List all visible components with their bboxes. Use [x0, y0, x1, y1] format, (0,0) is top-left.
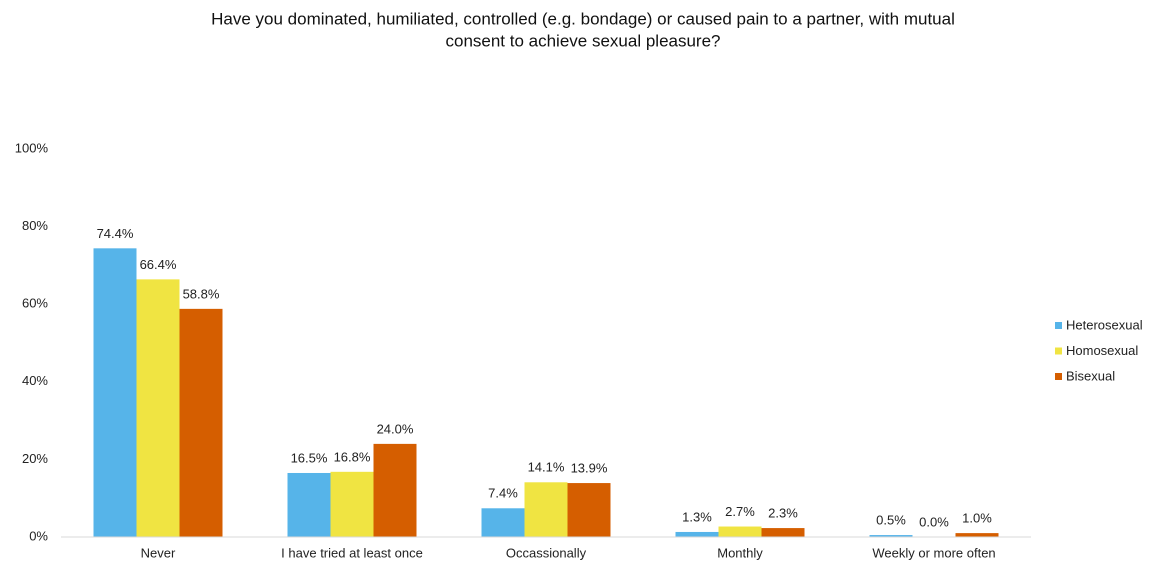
bar: [718, 526, 762, 537]
x-tick-label: Never: [141, 545, 176, 560]
x-tick-label: Occassionally: [506, 545, 587, 560]
data-label: 14.1%: [528, 460, 565, 475]
bar: [330, 471, 374, 537]
x-tick-label: I have tried at least once: [281, 545, 423, 560]
data-label: 0.0%: [919, 514, 949, 529]
data-label: 2.7%: [725, 504, 755, 519]
x-tick-label: Monthly: [717, 545, 763, 560]
data-label: 66.4%: [140, 257, 177, 272]
bar: [955, 533, 999, 537]
y-tick-label: 0%: [29, 528, 48, 543]
y-tick-label: 60%: [22, 296, 48, 311]
data-label: 24.0%: [377, 421, 414, 436]
bar: [524, 482, 568, 537]
y-tick-label: 100%: [15, 140, 49, 155]
data-label: 7.4%: [488, 486, 518, 501]
bar: [567, 483, 611, 537]
legend-swatch: [1055, 373, 1062, 380]
chart-title: consent to achieve sexual pleasure?: [445, 31, 720, 50]
data-label: 1.3%: [682, 509, 712, 524]
data-label: 0.5%: [876, 512, 906, 527]
bar: [869, 535, 913, 537]
legend-label: Bisexual: [1066, 368, 1115, 383]
data-label: 16.8%: [334, 449, 371, 464]
data-label: 58.8%: [183, 286, 220, 301]
chart-title: Have you dominated, humiliated, controll…: [211, 9, 955, 28]
bar: [136, 279, 180, 537]
data-label: 1.0%: [962, 511, 992, 526]
legend-label: Homosexual: [1066, 343, 1138, 358]
legend-swatch: [1055, 347, 1062, 355]
bar: [481, 508, 525, 537]
y-tick-label: 80%: [22, 218, 48, 233]
bar: [675, 531, 719, 537]
bar: [287, 472, 331, 537]
y-tick-label: 40%: [22, 373, 48, 388]
legend-label: Heterosexual: [1066, 317, 1143, 332]
bar: [93, 248, 137, 537]
data-label: 2.3%: [768, 506, 798, 521]
data-label: 16.5%: [291, 450, 328, 465]
bar: [373, 443, 417, 537]
bar: [761, 528, 805, 537]
y-tick-label: 20%: [22, 451, 48, 466]
legend-swatch: [1055, 322, 1062, 329]
data-label: 74.4%: [97, 226, 134, 241]
data-label: 13.9%: [571, 461, 608, 476]
bar: [179, 308, 223, 537]
x-tick-label: Weekly or more often: [872, 545, 995, 560]
